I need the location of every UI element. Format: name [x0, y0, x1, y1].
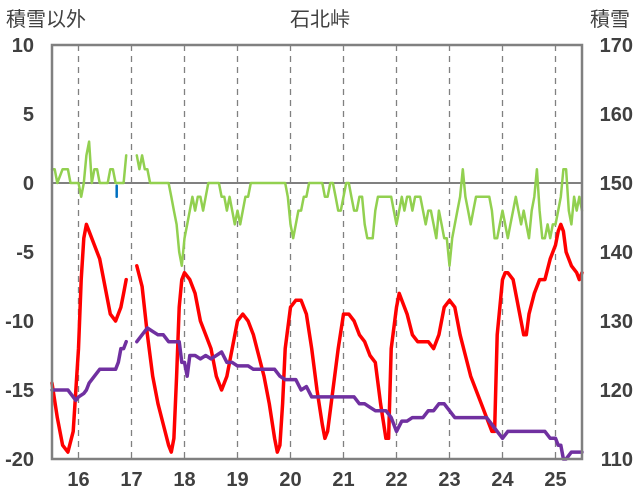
- left-tick-label: -10: [5, 311, 34, 333]
- left-tick-label: -20: [5, 449, 34, 471]
- right-tick-label: 110: [601, 449, 633, 471]
- series-2-segment-1: [135, 154, 584, 268]
- x-tick-label: 21: [332, 469, 354, 491]
- x-tick-label: 25: [544, 469, 566, 491]
- x-tick-label: 20: [279, 469, 301, 491]
- right-axis-tick-labels: 170 160 150 140 130 120 110: [600, 35, 633, 471]
- left-tick-label: 5: [23, 104, 34, 126]
- x-tick-label: 19: [226, 469, 248, 491]
- x-tick-label: 17: [120, 469, 142, 491]
- right-tick-label: 160: [600, 104, 633, 126]
- chart-title: 石北峠: [290, 7, 350, 31]
- vertical-gridlines: [77, 45, 557, 459]
- left-tick-label: -5: [16, 242, 34, 264]
- left-tick-label: -15: [5, 380, 34, 402]
- x-axis-tick-labels: 16 17 18 19 20 21 22 23 24 25: [67, 469, 566, 491]
- series-1-segment-0: [50, 339, 128, 403]
- right-axis-label: 積雪: [590, 7, 630, 31]
- x-tick-label: 24: [491, 469, 514, 491]
- x-tick-label: 22: [385, 469, 407, 491]
- series-0-segment-0: [50, 222, 128, 454]
- left-axis-tick-labels: 10 5 0 -5 -10 -15 -20: [5, 35, 34, 471]
- right-tick-label: 170: [600, 35, 633, 57]
- right-tick-label: 120: [600, 380, 633, 402]
- x-tick-label: 23: [438, 469, 460, 491]
- series-1-segment-1: [135, 326, 584, 461]
- left-tick-label: 10: [12, 35, 34, 57]
- series-layer: [50, 140, 584, 461]
- left-axis-label: 積雪以外: [6, 7, 86, 31]
- left-tick-label: 0: [23, 173, 34, 195]
- series-0-segment-1: [135, 222, 584, 454]
- plot-area-frame: [50, 43, 584, 461]
- x-tick-label: 16: [67, 469, 89, 491]
- x-tick-label: 18: [173, 469, 195, 491]
- right-tick-label: 140: [600, 242, 633, 264]
- right-tick-label: 130: [600, 311, 633, 333]
- right-tick-label: 150: [600, 173, 633, 195]
- series-2-segment-0: [50, 140, 128, 199]
